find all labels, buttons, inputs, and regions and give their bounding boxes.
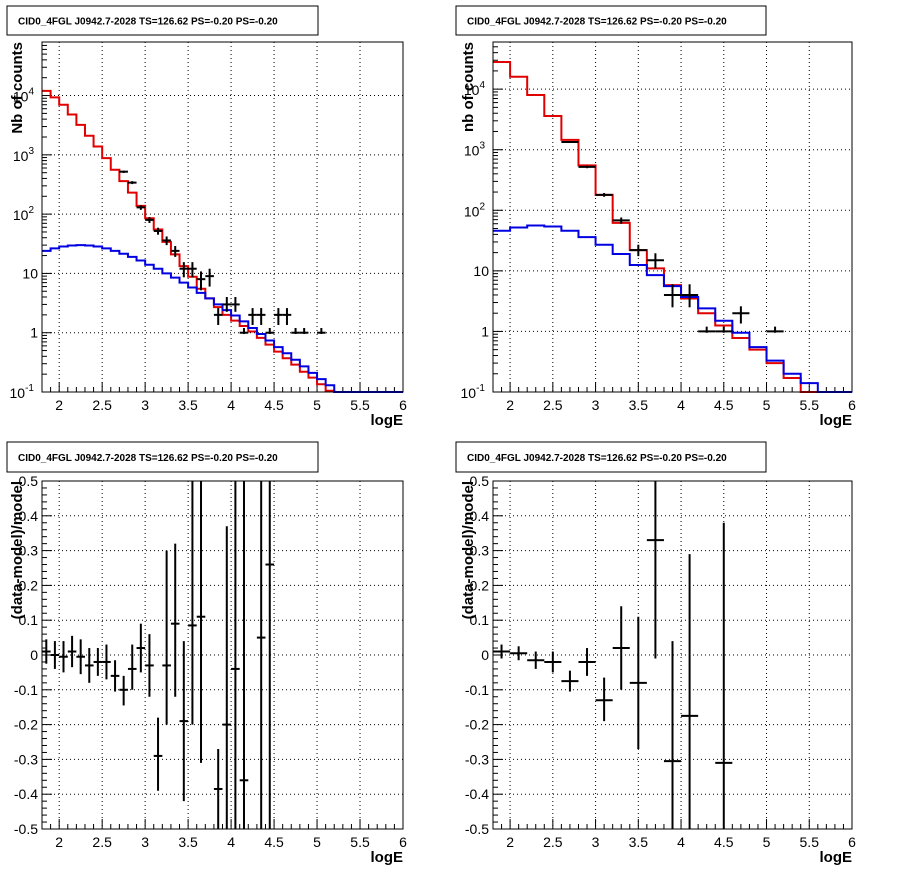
x-tick-label: 3.5 xyxy=(629,834,649,850)
y-tick-label: 10 xyxy=(473,263,489,279)
chart-title: CID0_4FGL J0942.7-2028 TS=126.62 PS=-0.2… xyxy=(18,453,278,464)
chart-title-box xyxy=(455,5,767,36)
chart-panel-2: 2 2.5 3 3.5 4 4.5 5 5.5 6 10-1 1 10 102 103 104 logE nb … xyxy=(455,5,856,429)
plot-frame xyxy=(41,480,404,830)
chart-title: CID0_4FGL J0942.7-2028 TS=126.62 PS=-0.2… xyxy=(18,17,278,28)
plot-frame xyxy=(492,41,853,393)
x-tick-label: 4.5 xyxy=(264,397,284,413)
series-step-2 xyxy=(42,244,403,393)
x-tick-label: 3 xyxy=(592,834,600,850)
x-tick-label: 2 xyxy=(506,397,514,413)
y-tick-label: 0.5 xyxy=(470,473,490,489)
y-tick-label: 0.3 xyxy=(19,543,39,559)
y-tick-label: -0.4 xyxy=(14,786,38,802)
x-tick-label: 3.5 xyxy=(629,397,649,413)
x-tick-label: 3 xyxy=(592,397,600,413)
x-axis-title: logE xyxy=(371,849,404,866)
y-tick-label: 10-1 xyxy=(461,383,486,401)
x-tick-label: 4.5 xyxy=(264,834,284,850)
y-tick-label: 0.3 xyxy=(470,543,490,559)
plot-frame xyxy=(492,480,853,830)
y-axis-title: (data-model)/model xyxy=(9,481,26,619)
x-tick-label: 5 xyxy=(763,834,771,850)
chart-title-box xyxy=(6,441,319,473)
y-tick-label: 0.1 xyxy=(470,612,490,628)
x-tick-label: 4 xyxy=(227,397,235,413)
x-tick-label: 5.5 xyxy=(800,834,820,850)
x-tick-label: 5 xyxy=(763,397,771,413)
chart-panel-3: 2 2.5 3 3.5 4 4.5 5 5.5 6 -0.5 -0.4 -0.3 -0.2 -0.1 0 0.… xyxy=(6,441,407,866)
y-tick-label: -0.4 xyxy=(465,786,489,802)
y-axis-title: nb of counts xyxy=(460,42,477,132)
y-tick-label: 0.4 xyxy=(19,508,39,524)
x-tick-label: 2.5 xyxy=(92,834,112,850)
x-tick-label: 2.5 xyxy=(543,834,563,850)
y-tick-label: -0.1 xyxy=(14,682,38,698)
x-tick-label: 2 xyxy=(55,834,63,850)
x-tick-label: 3 xyxy=(141,397,149,413)
y-tick-label: 1 xyxy=(481,323,489,339)
x-tick-label: 5.5 xyxy=(350,834,370,850)
x-axis-title: logE xyxy=(371,412,404,429)
y-tick-label: 103 xyxy=(13,146,35,164)
chart-panel-4: 2 2.5 3 3.5 4 4.5 5 5.5 6 -0.5 -0.4 -0.3 -0.2 -0.1 0 0.… xyxy=(455,441,856,866)
y-tick-label: 0.2 xyxy=(470,577,490,593)
y-tick-label: 102 xyxy=(13,205,35,223)
x-tick-label: 5.5 xyxy=(800,397,820,413)
y-tick-label: -0.3 xyxy=(14,751,38,767)
y-tick-label: 102 xyxy=(464,201,486,219)
y-axis-title: Nb of counts xyxy=(9,42,26,134)
x-tick-label: 2 xyxy=(55,397,63,413)
y-tick-label: 0.2 xyxy=(19,577,39,593)
x-axis-title: logE xyxy=(820,849,853,866)
x-axis-title: logE xyxy=(820,412,853,429)
y-tick-label: 1 xyxy=(30,325,38,341)
x-tick-label: 6 xyxy=(399,397,407,413)
y-tick-label: 103 xyxy=(464,141,486,159)
series-step-2 xyxy=(493,224,852,393)
x-tick-label: 3.5 xyxy=(178,397,198,413)
y-tick-label: -0.3 xyxy=(465,751,489,767)
chart-title-box xyxy=(455,441,767,473)
x-tick-label: 6 xyxy=(848,397,856,413)
x-tick-label: 4 xyxy=(677,397,685,413)
x-tick-label: 4.5 xyxy=(714,397,734,413)
y-tick-label: 0.4 xyxy=(470,508,490,524)
x-tick-label: 2 xyxy=(506,834,514,850)
x-tick-label: 4 xyxy=(677,834,685,850)
x-tick-label: 6 xyxy=(399,834,407,850)
x-tick-label: 4.5 xyxy=(714,834,734,850)
y-tick-label: -0.5 xyxy=(14,821,38,837)
y-tick-label: 0.5 xyxy=(19,473,39,489)
y-tick-label: 0 xyxy=(481,647,489,663)
chart-title-box xyxy=(6,5,319,36)
y-axis-title: (data-model)/model xyxy=(460,481,477,619)
x-tick-label: 4 xyxy=(227,834,235,850)
y-tick-label: -0.2 xyxy=(465,717,489,733)
x-tick-label: 5 xyxy=(313,834,321,850)
x-tick-label: 6 xyxy=(848,834,856,850)
x-tick-label: 5 xyxy=(313,397,321,413)
x-tick-label: 5.5 xyxy=(350,397,370,413)
series-step-1 xyxy=(42,89,403,393)
chart-panel-1: 2 2.5 3 3.5 4 4.5 5 5.5 6 10-1 1 10 102 103 104 logE Nb … xyxy=(6,5,407,429)
x-tick-label: 3 xyxy=(141,834,149,850)
x-tick-label: 2.5 xyxy=(543,397,563,413)
y-tick-label: 0 xyxy=(30,647,38,663)
y-tick-label: 104 xyxy=(464,80,486,98)
y-tick-label: -0.1 xyxy=(465,682,489,698)
y-tick-label: -0.2 xyxy=(14,717,38,733)
y-tick-label: 104 xyxy=(13,87,35,105)
x-tick-label: 2.5 xyxy=(92,397,112,413)
y-tick-label: -0.5 xyxy=(465,821,489,837)
chart-title: CID0_4FGL J0942.7-2028 TS=126.62 PS=-0.2… xyxy=(467,453,727,464)
y-tick-label: 0.1 xyxy=(19,612,39,628)
chart-title: CID0_4FGL J0942.7-2028 TS=126.62 PS=-0.2… xyxy=(467,17,727,28)
plot-frame xyxy=(41,41,404,393)
y-tick-label: 10-1 xyxy=(10,383,35,401)
y-tick-label: 10 xyxy=(22,265,38,281)
x-tick-label: 3.5 xyxy=(178,834,198,850)
